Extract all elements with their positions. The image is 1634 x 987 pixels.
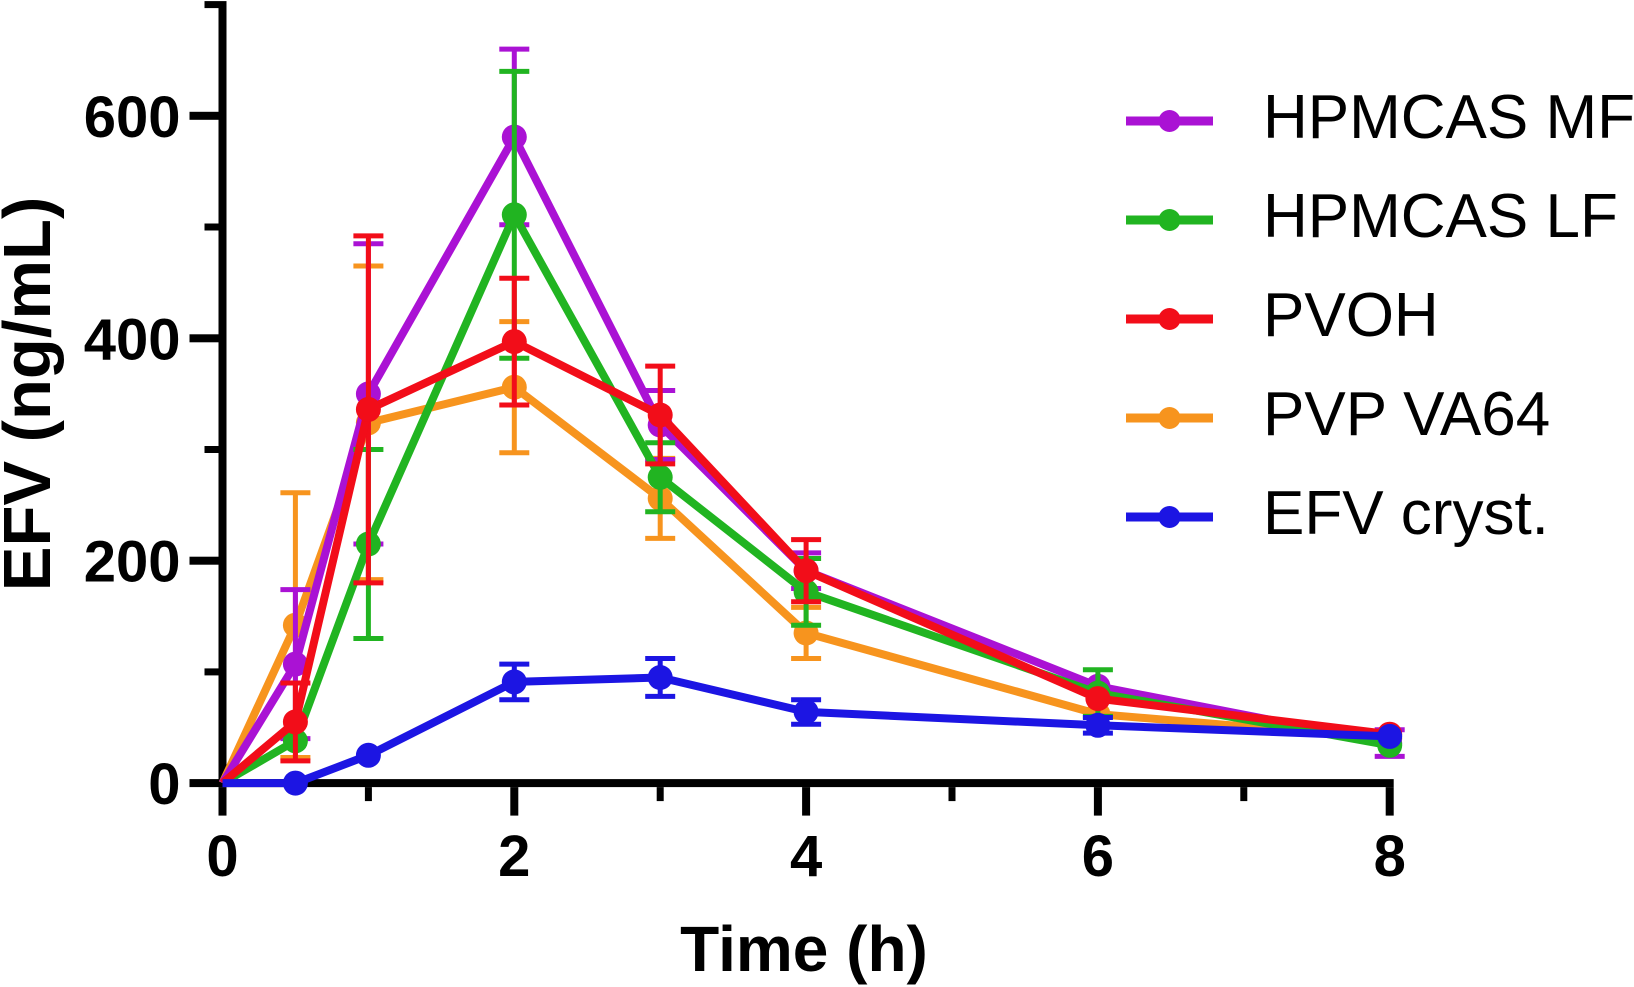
svg-text:0: 0	[148, 752, 180, 817]
svg-text:0: 0	[206, 824, 238, 889]
svg-text:EFV cryst.: EFV cryst.	[1263, 479, 1549, 548]
svg-text:400: 400	[84, 307, 181, 372]
svg-text:PVOH: PVOH	[1263, 281, 1439, 350]
svg-text:EFV (ng/mL): EFV (ng/mL)	[0, 197, 65, 592]
svg-text:8: 8	[1374, 824, 1406, 889]
svg-text:HPMCAS MF: HPMCAS MF	[1263, 83, 1634, 152]
svg-text:HPMCAS LF: HPMCAS LF	[1263, 182, 1618, 251]
svg-text:200: 200	[84, 530, 181, 595]
svg-text:2: 2	[498, 824, 530, 889]
svg-text:PVP VA64: PVP VA64	[1263, 380, 1550, 449]
svg-text:4: 4	[790, 824, 822, 889]
svg-text:6: 6	[1082, 824, 1114, 889]
svg-text:600: 600	[84, 85, 181, 150]
svg-text:Time (h): Time (h)	[680, 913, 928, 985]
